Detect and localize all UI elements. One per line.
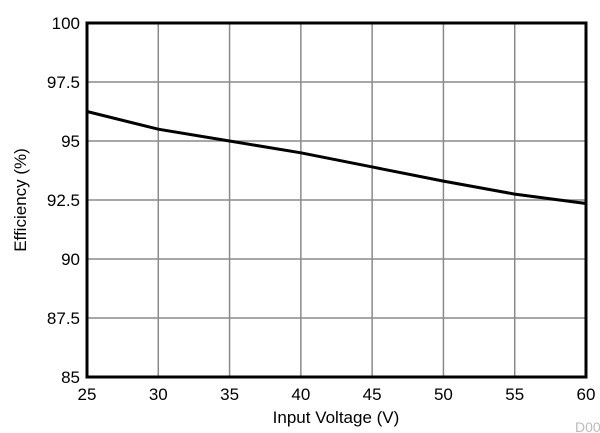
y-tick-label: 87.5 [47, 309, 80, 328]
series-line [86, 110, 587, 206]
x-tick-label: 30 [149, 385, 168, 404]
figure-code: D00 [575, 419, 600, 433]
x-tick-label: 55 [505, 385, 524, 404]
x-tick-label: 45 [363, 385, 382, 404]
y-axis-label: Efficiency (%) [11, 148, 30, 252]
y-tick-label: 97.5 [47, 73, 80, 92]
x-tick-label: 25 [78, 385, 97, 404]
x-tick-label: 35 [220, 385, 239, 404]
x-tick-label: 40 [291, 385, 310, 404]
tick-labels: 25 30 35 40 45 50 55 60 85 87.5 90 92.5 95 97.5 100 [47, 14, 596, 404]
y-tick-label: 85 [61, 368, 80, 387]
y-tick-label: 92.5 [47, 191, 80, 210]
x-tick-label: 50 [434, 385, 453, 404]
grid [86, 22, 587, 378]
x-axis-label: Input Voltage (V) [273, 408, 400, 427]
x-tick-label: 60 [577, 385, 596, 404]
y-tick-label: 100 [52, 14, 80, 33]
y-tick-label: 90 [61, 250, 80, 269]
y-tick-label: 95 [61, 132, 80, 151]
plot-frame [85, 21, 588, 379]
